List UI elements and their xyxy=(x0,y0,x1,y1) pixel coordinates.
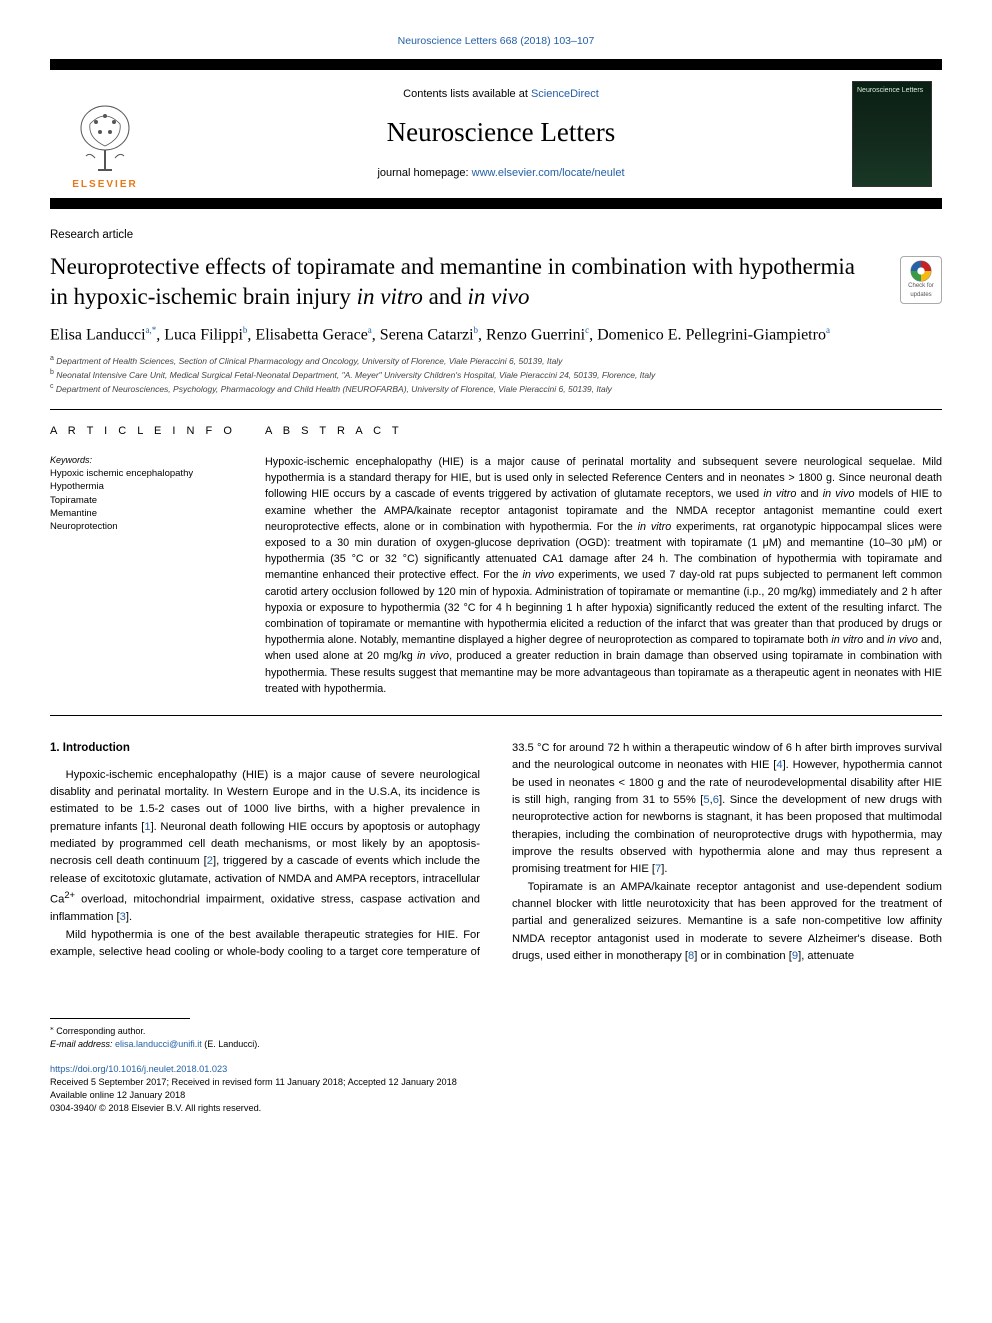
bottom-black-bar xyxy=(50,199,942,209)
elsevier-tree-icon xyxy=(70,100,140,178)
cover-title: Neuroscience Letters xyxy=(857,86,927,96)
keyword: Neuroprotection xyxy=(50,520,245,533)
elsevier-logo[interactable]: ELSEVIER xyxy=(60,82,150,192)
affiliations: a Department of Health Sciences, Section… xyxy=(50,354,942,395)
intro-para-3: Topiramate is an AMPA/kainate receptor a… xyxy=(512,879,942,966)
keywords-label: Keywords: xyxy=(50,454,245,467)
footnote-rule xyxy=(50,1018,190,1019)
journal-homepage-link[interactable]: www.elsevier.com/locate/neulet xyxy=(472,167,625,179)
keyword: Hypoxic ischemic encephalopathy xyxy=(50,467,245,480)
article-title: Neuroprotective effects of topiramate an… xyxy=(50,252,876,312)
journal-header: ELSEVIER Contents lists available at Sci… xyxy=(50,69,942,199)
keyword: Memantine xyxy=(50,507,245,520)
doi-link[interactable]: https://doi.org/10.1016/j.neulet.2018.01… xyxy=(50,1063,942,1076)
journal-cover-thumbnail[interactable]: Neuroscience Letters xyxy=(852,81,932,187)
lists-available-line: Contents lists available at ScienceDirec… xyxy=(403,87,599,103)
abstract-heading: A B S T R A C T xyxy=(265,424,942,440)
abstract-text: Hypoxic-ischemic encephalopathy (HIE) is… xyxy=(265,454,942,697)
intro-para-1: Hypoxic-ischemic encephalopathy (HIE) is… xyxy=(50,767,480,927)
crossmark-label: Check for updates xyxy=(901,282,941,299)
email-line: E-mail address: elisa.landucci@unifi.it … xyxy=(50,1038,942,1051)
crossmark-icon xyxy=(910,260,932,282)
keyword: Hypothermia xyxy=(50,480,245,493)
history-received: Received 5 September 2017; Received in r… xyxy=(50,1076,942,1089)
journal-name: Neuroscience Letters xyxy=(387,113,616,152)
journal-citation: Neuroscience Letters 668 (2018) 103–107 xyxy=(50,34,942,49)
crossmark-badge[interactable]: Check for updates xyxy=(900,256,942,304)
sciencedirect-link[interactable]: ScienceDirect xyxy=(531,88,599,100)
history-online: Available online 12 January 2018 xyxy=(50,1089,942,1102)
affiliation-line: c Department of Neurosciences, Psycholog… xyxy=(50,382,942,396)
article-info-heading: A R T I C L E I N F O xyxy=(50,424,245,440)
elsevier-wordmark: ELSEVIER xyxy=(72,178,137,193)
section-1-heading: 1. Introduction xyxy=(50,740,480,757)
journal-homepage-line: journal homepage: www.elsevier.com/locat… xyxy=(377,166,624,182)
corresponding-email-link[interactable]: elisa.landucci@unifi.it xyxy=(115,1039,202,1049)
email-label: E-mail address: xyxy=(50,1039,113,1049)
corresponding-author-note: ⁎ Corresponding author. xyxy=(50,1023,942,1038)
keywords-list: Hypoxic ischemic encephalopathyHypotherm… xyxy=(50,467,245,533)
homepage-prefix: journal homepage: xyxy=(377,167,471,179)
keyword: Topiramate xyxy=(50,494,245,507)
publisher-logo-area: ELSEVIER xyxy=(50,70,160,198)
article-type: Research article xyxy=(50,227,942,244)
email-author-suffix: (E. Landucci). xyxy=(204,1039,260,1049)
affiliation-line: b Neonatal Intensive Care Unit, Medical … xyxy=(50,368,942,382)
authors-list: Elisa Landuccia,*, Luca Filippib, Elisab… xyxy=(50,324,942,347)
copyright-line: 0304-3940/ © 2018 Elsevier B.V. All righ… xyxy=(50,1102,942,1115)
top-black-bar xyxy=(50,59,942,69)
lists-prefix: Contents lists available at xyxy=(403,88,531,100)
affiliation-line: a Department of Health Sciences, Section… xyxy=(50,354,942,368)
